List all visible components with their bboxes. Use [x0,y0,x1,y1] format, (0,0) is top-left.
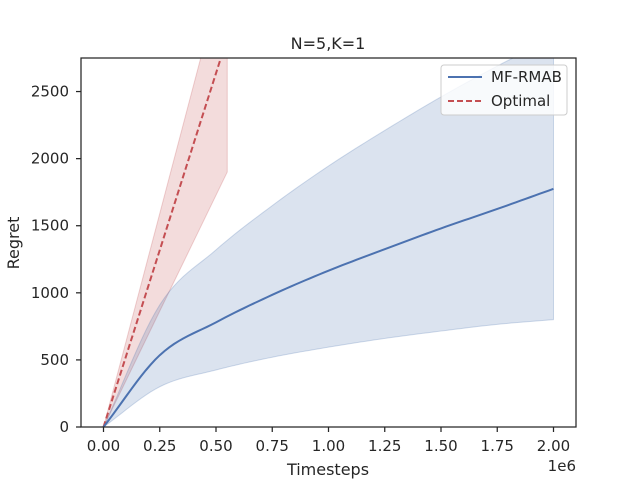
y-axis: 0 500 1000 1500 2000 2500 [31,83,81,436]
x-tick-label: 1.25 [368,437,401,455]
x-axis-offset-label: 1e6 [548,457,576,475]
y-axis-label: Regret [4,217,23,270]
legend-label-mf-rmab: MF-RMAB [491,68,562,86]
x-tick-label: 0.25 [143,437,176,455]
x-tick-label: 1.75 [481,437,514,455]
series-line-mf-rmab [102,187,554,427]
x-tick-label: 1.50 [424,437,457,455]
y-tick-label: 2500 [31,83,69,101]
x-tick-label: 0.00 [87,437,120,455]
legend: MF-RMAB Optimal [440,64,568,116]
x-axis-label: Timesteps [286,460,369,479]
y-tick-label: 1500 [31,217,69,235]
confidence-band-optimal [103,58,228,427]
y-tick-label: 0 [59,418,69,436]
x-axis: 0.00 0.25 0.50 0.75 1.00 1.25 1.50 1.75 2.00 [87,427,570,455]
x-tick-label: 1.00 [312,437,345,455]
series-line-optimal [102,58,222,427]
y-tick-label: 500 [40,351,69,369]
x-tick-label: 0.75 [256,437,289,455]
x-tick-label: 2.00 [537,437,570,455]
y-tick-label: 1000 [31,284,69,302]
confidence-band-mf-rmab [102,58,554,427]
chart-title: N=5,K=1 [291,34,366,53]
x-tick-label: 0.50 [199,437,232,455]
legend-label-optimal: Optimal [491,92,550,110]
y-tick-label: 2000 [31,150,69,168]
plot-area [102,58,554,427]
